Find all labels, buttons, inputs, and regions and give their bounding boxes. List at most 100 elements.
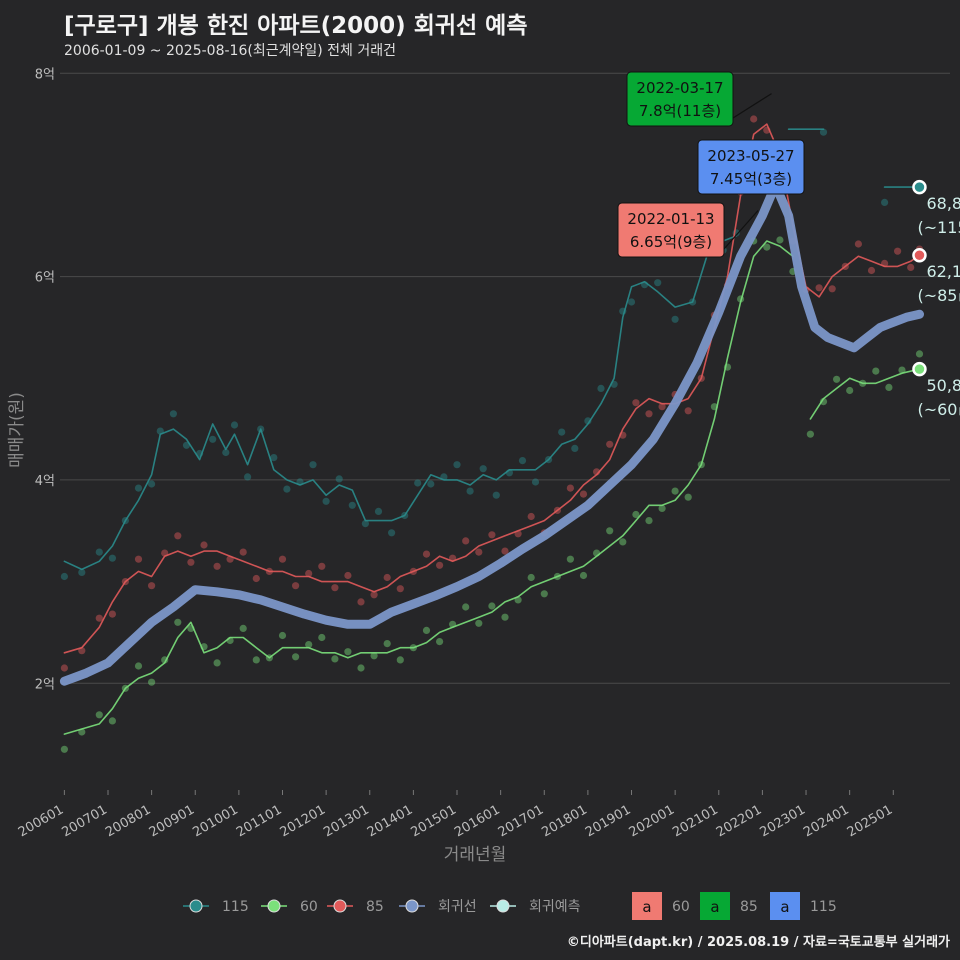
trade-point-115 (309, 461, 317, 469)
trade-point-115 (453, 461, 461, 469)
annotation-box (626, 71, 734, 127)
x-tick-label: 201301 (321, 802, 371, 840)
trade-point-60 (344, 648, 352, 656)
trade-point-60 (553, 572, 562, 581)
trade-point-85 (95, 614, 103, 622)
trade-point-115 (627, 298, 636, 306)
trade-point-115 (348, 501, 356, 509)
trade-point-60 (697, 461, 705, 469)
trade-point-85 (619, 431, 627, 439)
legend-box (632, 892, 662, 920)
trade-point-60 (566, 555, 575, 563)
trade-point-60 (619, 538, 627, 546)
legend-label: 60 (672, 899, 690, 915)
trade-point-60 (436, 638, 444, 646)
annotation-price: 7.8억(11층) (639, 102, 721, 120)
trade-point-85 (867, 266, 876, 275)
trade-point-115 (505, 469, 513, 477)
trade-point-115 (654, 279, 662, 287)
trade-point-115 (283, 485, 291, 493)
legend-box-glyph: a (780, 898, 789, 916)
y-tick-label: 6억 (35, 271, 55, 286)
trade-point-85 (292, 582, 300, 590)
trade-point-85 (697, 374, 705, 382)
trade-point-60 (671, 487, 679, 495)
legend-box-glyph: a (710, 898, 719, 916)
trade-point-60 (462, 603, 470, 611)
trade-point-60 (148, 678, 156, 686)
trade-point-85 (881, 259, 889, 267)
trade-point-60 (514, 596, 522, 604)
trade-point-115 (257, 425, 265, 433)
forecast-point-85 (912, 247, 927, 263)
trade-point-85 (78, 647, 86, 655)
trade-point-115 (361, 520, 369, 528)
trade-point-115 (689, 298, 697, 306)
trade-point-85 (396, 585, 404, 593)
legend-key (405, 899, 419, 913)
trade-point-60 (645, 517, 653, 525)
trade-point-115 (270, 454, 278, 462)
x-tick-label: 200801 (103, 802, 153, 840)
trade-point-85 (108, 610, 116, 618)
trade-point-85 (422, 550, 431, 558)
trade-point-115 (584, 417, 592, 425)
trade-point-85 (566, 484, 575, 492)
y-tick-label: 8억 (35, 67, 55, 82)
trade-point-60 (174, 618, 182, 626)
trade-point-60 (60, 745, 68, 753)
x-tick-label: 201401 (365, 802, 415, 840)
trade-point-85 (278, 555, 287, 563)
trade-point-60 (161, 656, 169, 664)
legend-label: 회귀예측 (529, 899, 581, 915)
trade-point-115 (545, 456, 553, 464)
trade-point-115 (169, 410, 177, 418)
x-tick-label: 201601 (452, 802, 502, 840)
trade-point-115 (558, 428, 566, 436)
trade-point-85 (501, 547, 509, 555)
trade-point-60 (915, 350, 924, 358)
trade-point-60 (265, 654, 273, 662)
x-tick-label: 201201 (278, 802, 328, 840)
trade-point-85 (174, 532, 182, 540)
trade-point-60 (475, 619, 483, 627)
trade-point-60 (501, 613, 509, 621)
trade-point-60 (239, 624, 247, 633)
trade-point-85 (527, 512, 535, 521)
trade-point-115 (209, 435, 217, 443)
legend-key (189, 899, 203, 913)
trade-point-60 (846, 386, 854, 395)
x-tick-label: 201101 (234, 802, 284, 840)
trade-point-60 (819, 398, 828, 406)
trade-point-115 (182, 441, 191, 449)
forecast-value-label: 68,800 (926, 194, 960, 213)
annotation-box (697, 139, 805, 195)
legend-box-glyph: a (642, 898, 651, 916)
x-tick-label: 202001 (627, 802, 677, 840)
trade-point-60 (252, 656, 260, 664)
trade-point-115 (414, 479, 422, 487)
annotation-leader (732, 93, 772, 119)
annotation-box (617, 202, 725, 258)
trade-point-115 (671, 315, 679, 323)
trade-point-85 (841, 262, 849, 270)
trade-point-60 (409, 644, 417, 652)
trade-point-85 (161, 549, 169, 557)
x-tick-label: 202401 (801, 802, 851, 840)
x-tick-label: 200601 (16, 802, 66, 840)
legend-label: 회귀선 (438, 899, 477, 915)
trade-point-60 (723, 363, 732, 371)
trade-point-115 (401, 511, 409, 520)
legend-label: 60 (300, 899, 318, 915)
trade-point-60 (226, 636, 234, 645)
x-tick-label: 201001 (190, 802, 240, 840)
trade-point-60 (134, 662, 143, 670)
trade-point-85 (907, 263, 915, 271)
trade-point-60 (806, 430, 815, 438)
trade-point-60 (213, 659, 221, 667)
forecast-area-label: (~85㎡) (917, 286, 960, 305)
trade-point-115 (427, 480, 435, 488)
trade-point-115 (819, 128, 828, 136)
trade-point-85 (632, 399, 640, 407)
source-caption: ©디아파트(dapt.kr) / 2025.08.19 / 자료=국토교통부 실… (566, 935, 950, 950)
